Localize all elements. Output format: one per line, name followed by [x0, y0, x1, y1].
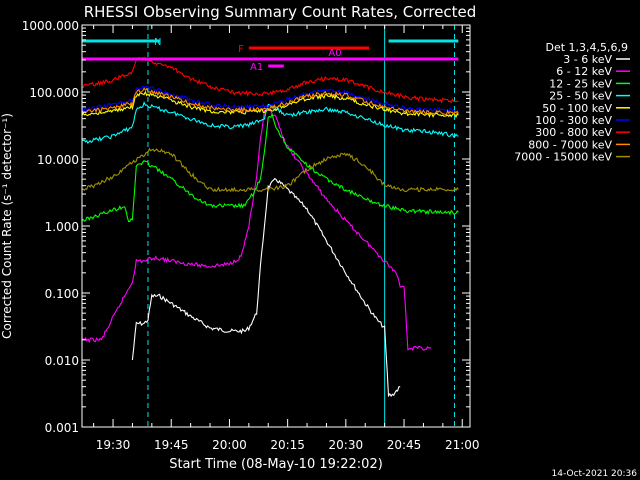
- y-tick-label: 10.000: [37, 153, 79, 167]
- series-line-7000-15000-kev: [82, 147, 459, 193]
- legend-label-6-12-kev: 6 - 12 keV: [556, 65, 612, 78]
- y-tick-label: 1000.000: [22, 19, 79, 33]
- legend-title: Det 1,3,4,5,6,9: [545, 41, 628, 54]
- y-tick-label: 100.000: [29, 86, 79, 100]
- y-tick-label: 0.010: [45, 354, 79, 368]
- y-axis-label: Corrected Count Rate (s⁻¹ detector⁻¹): [0, 113, 14, 339]
- x-tick-label: 20:45: [387, 438, 422, 452]
- series-line-12-25-kev: [82, 112, 459, 223]
- legend-label-3-6-kev: 3 - 6 keV: [563, 53, 612, 66]
- axis-ticks: 0.001 0.010 0.100 1.000 10.000 100.000 1000.00…: [22, 19, 480, 452]
- flag-label-a1: A1: [250, 62, 263, 73]
- y-tick-label: 1.000: [45, 220, 79, 234]
- legend-label-300-800-kev: 300 - 800 keV: [535, 126, 612, 139]
- render-timestamp: 14-Oct-2021 20:36: [552, 469, 638, 479]
- legend-label-100-300-kev: 100 - 300 keV: [535, 114, 612, 127]
- x-tick-label: 21:00: [445, 438, 480, 452]
- legend-label-800-7000-kev: 800 - 7000 keV: [528, 138, 612, 151]
- flag-label-f: F: [238, 44, 244, 55]
- series-line-25-50-kev: [82, 100, 459, 144]
- flag-label-a0: A0: [328, 48, 341, 59]
- y-tick-label: 0.001: [45, 421, 79, 435]
- x-axis-label: Start Time (08-May-10 19:22:02): [169, 457, 383, 472]
- chart-title: RHESSI Observing Summary Count Rates, Co…: [84, 3, 477, 21]
- x-tick-label: 20:00: [212, 438, 247, 452]
- series-line-3-6-kev: [131, 177, 401, 398]
- x-tick-label: 19:30: [96, 438, 131, 452]
- legend-label-12-25-kev: 12 - 25 keV: [549, 77, 612, 90]
- x-tick-label: 20:15: [270, 438, 305, 452]
- legend-label-7000-15000-kev: 7000 - 15000 keV: [514, 151, 612, 164]
- series-line-6-12-kev: [82, 107, 432, 352]
- series-line-50-100-kev: [82, 90, 459, 119]
- x-tick-label: 20:30: [329, 438, 364, 452]
- series-line-800-7000-kev: [82, 87, 459, 116]
- legend-label-25-50-kev: 25 - 50 keV: [549, 90, 612, 103]
- flag-label-n: N: [154, 37, 161, 48]
- observing-flags: N F A0 A1: [82, 37, 459, 73]
- legend-label-50-100-kev: 50 - 100 keV: [542, 102, 612, 115]
- x-tick-label: 19:45: [154, 438, 189, 452]
- y-tick-label: 0.100: [45, 287, 79, 301]
- series-line-100-300-kev: [82, 85, 459, 113]
